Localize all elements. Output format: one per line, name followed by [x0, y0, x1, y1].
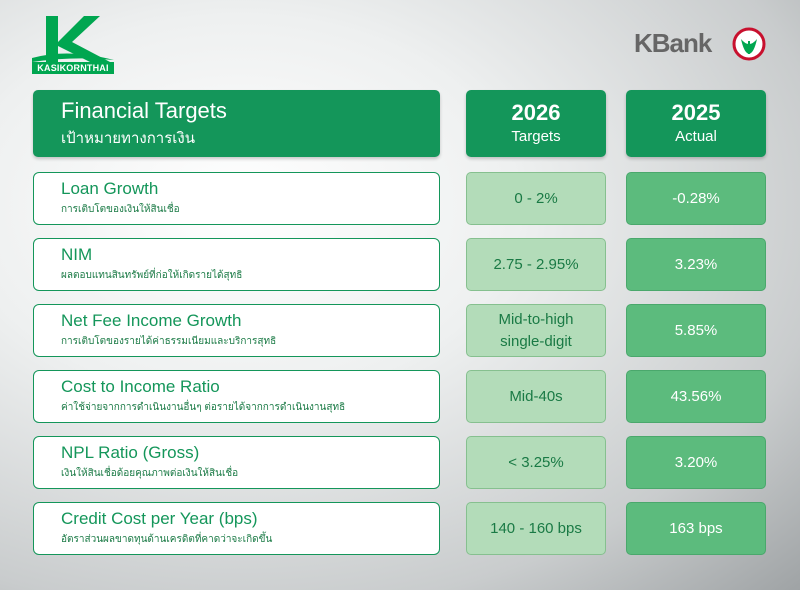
row-thai: การเติบโตของเงินให้สินเชื่อ: [61, 204, 180, 215]
column-header: 2025 Actual: [626, 90, 766, 157]
row-thai: ผลตอบแทนสินทรัพย์ที่ก่อให้เกิดรายได้สุทธ…: [61, 270, 243, 281]
target-cell: 140 - 160 bps: [466, 502, 606, 555]
actual-cell: 3.23%: [626, 238, 766, 291]
column-year: 2026: [511, 100, 561, 125]
kbank-logo: KBank: [634, 28, 712, 58]
row-thai: ค่าใช้จ่ายจากการดำเนินงานอื่นๆ ต่อรายได้…: [61, 402, 346, 413]
header-subtitle: เป้าหมายทางการเงิน: [61, 130, 195, 147]
row-label: NPL Ratio (Gross) เงินให้สินเชื่อด้อยคุณภ…: [33, 436, 440, 489]
logo-mark: [32, 16, 114, 62]
row-label: NIM ผลตอบแทนสินทรัพย์ที่ก่อให้เกิดรายได้ส…: [33, 238, 440, 291]
target-cell: < 3.25%: [466, 436, 606, 489]
target-cell: 2.75 - 2.95%: [466, 238, 606, 291]
row-label: Credit Cost per Year (bps) อัตราส่วนผลขาด…: [33, 502, 440, 555]
actual-cell: 5.85%: [626, 304, 766, 357]
row-title: Credit Cost per Year (bps): [61, 509, 258, 528]
logo-brand: KASIKORNTHAI: [32, 62, 114, 74]
actual-cell: 3.20%: [626, 436, 766, 489]
row-title: Net Fee Income Growth: [61, 311, 242, 330]
actual-cell: 43.56%: [626, 370, 766, 423]
row-label: Cost to Income Ratio ค่าใช้จ่ายจากการดำเน…: [33, 370, 440, 423]
kbank-icon: [732, 27, 766, 61]
row-thai: อัตราส่วนผลขาดทุนด้านเครดิตที่คาดว่าจะเก…: [61, 534, 273, 545]
row-label: Net Fee Income Growth การเติบโตของรายได้ค…: [33, 304, 440, 357]
header: Financial Targets เป้าหมายทางการเงิน: [33, 90, 440, 157]
target-cell: Mid-40s: [466, 370, 606, 423]
target-cell: Mid-to-high single-digit: [466, 304, 606, 357]
actual-cell: -0.28%: [626, 172, 766, 225]
row-title: Loan Growth: [61, 179, 159, 198]
row-thai: เงินให้สินเชื่อด้อยคุณภาพต่อเงินให้สินเช…: [61, 468, 239, 479]
column-label: Targets: [511, 128, 561, 145]
column-header: 2026 Targets: [466, 90, 606, 157]
column-label: Actual: [675, 128, 717, 145]
actual-cell: 163 bps: [626, 502, 766, 555]
row-title: Cost to Income Ratio: [61, 377, 220, 396]
target-cell: 0 - 2%: [466, 172, 606, 225]
row-thai: การเติบโตของรายได้ค่าธรรมเนียมและบริการส…: [61, 336, 277, 347]
row-label: Loan Growth การเติบโตของเงินให้สินเชื่อ: [33, 172, 440, 225]
header-title: Financial Targets: [61, 98, 227, 123]
column-year: 2025: [671, 100, 721, 125]
row-title: NPL Ratio (Gross): [61, 443, 200, 462]
row-title: NIM: [61, 245, 93, 264]
